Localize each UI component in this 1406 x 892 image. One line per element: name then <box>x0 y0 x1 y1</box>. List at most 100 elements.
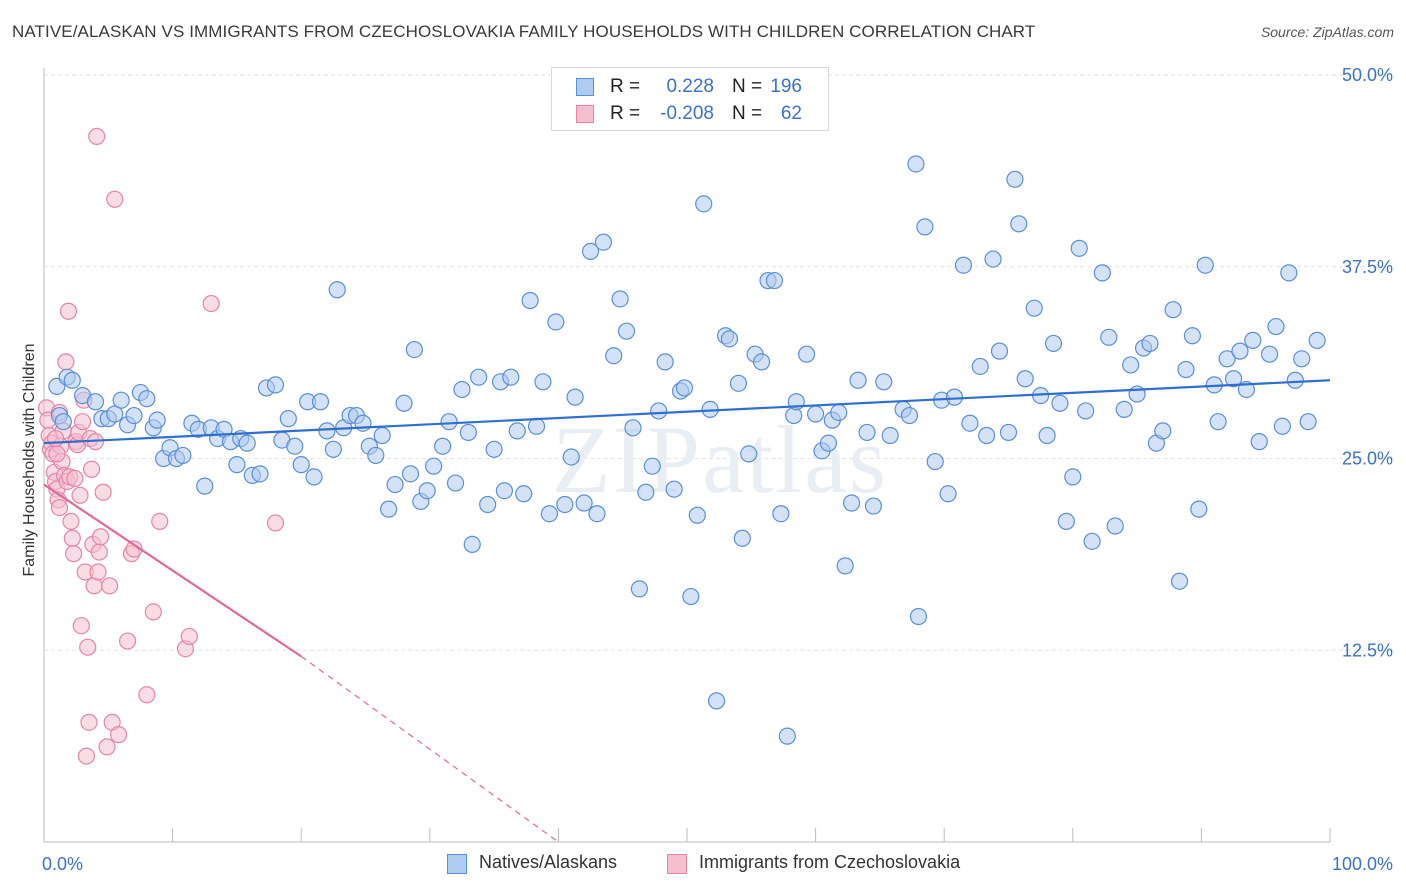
y-tick-label: 12.5% <box>1342 640 1393 660</box>
data-point-natives <box>875 373 893 391</box>
data-point-natives <box>425 457 443 475</box>
data-point-natives <box>54 413 72 431</box>
data-point-natives <box>1141 334 1159 353</box>
legend-r-label: R = <box>610 103 641 124</box>
data-point-natives <box>470 368 488 386</box>
data-point-natives <box>909 607 928 626</box>
data-point-natives <box>1209 413 1227 431</box>
data-point-natives <box>106 405 124 423</box>
data-point-immigrants <box>180 627 198 646</box>
data-point-natives <box>1044 334 1063 353</box>
legend-n-value: 62 <box>780 103 802 124</box>
data-point-natives <box>999 423 1018 442</box>
legend-label-natives: Natives/Alaskans <box>479 852 618 872</box>
data-point-natives <box>463 535 481 554</box>
legend-swatch-pink <box>667 854 687 874</box>
data-point-natives <box>1010 215 1028 233</box>
data-point-natives <box>752 353 771 371</box>
legend-swatch-pink <box>576 105 594 123</box>
data-point-natives <box>1016 370 1034 388</box>
data-point-natives <box>945 388 964 406</box>
legend-swatch-blue <box>576 78 594 96</box>
data-point-natives <box>318 422 336 440</box>
data-point-natives <box>386 475 404 494</box>
data-point-natives <box>707 692 726 710</box>
data-point-natives <box>1224 370 1243 388</box>
data-point-natives <box>961 414 979 432</box>
data-point-natives <box>521 291 539 310</box>
data-point-natives <box>1293 350 1311 368</box>
data-point-natives <box>459 423 477 442</box>
data-point-natives <box>1064 468 1082 486</box>
data-point-natives <box>125 406 143 425</box>
data-point-immigrants <box>90 543 108 561</box>
data-point-natives <box>682 587 700 606</box>
data-point-natives <box>508 422 526 440</box>
data-point-natives <box>1299 413 1317 431</box>
x-tick-label: 0.0% <box>42 854 83 874</box>
data-point-natives <box>939 485 957 503</box>
legend-row-natives: R = 0.228 N = 196 <box>552 74 828 100</box>
data-point-natives <box>858 423 876 442</box>
data-point-natives <box>630 580 649 598</box>
data-point-natives <box>527 417 546 435</box>
data-point-immigrants <box>151 512 169 530</box>
data-point-natives <box>819 434 838 452</box>
data-point-immigrants <box>73 413 92 431</box>
data-point-natives <box>765 271 784 290</box>
data-point-natives <box>311 393 330 411</box>
data-point-natives <box>1267 317 1285 336</box>
data-point-natives <box>1070 239 1088 257</box>
data-point-natives <box>228 456 246 474</box>
data-point-immigrants <box>64 545 83 563</box>
data-point-natives <box>772 505 790 523</box>
data-point-natives <box>324 440 342 458</box>
data-point-immigrants <box>48 445 66 463</box>
data-point-natives <box>1057 512 1075 530</box>
data-point-natives <box>1280 264 1298 282</box>
data-point-natives <box>907 155 925 173</box>
gridlines <box>44 74 1392 651</box>
data-point-natives <box>926 452 944 471</box>
data-point-natives <box>1025 299 1043 317</box>
data-point-natives <box>806 405 825 423</box>
correlation-legend: R = 0.228 N = 196 R = -0.208 N = 62 <box>551 67 829 131</box>
data-point-natives <box>916 218 934 236</box>
y-tick-label: 37.5% <box>1342 257 1393 277</box>
legend-n-value: 196 <box>770 76 802 97</box>
data-point-natives <box>292 456 310 474</box>
data-point-natives <box>373 426 391 445</box>
data-point-immigrants <box>79 638 97 656</box>
data-point-natives <box>778 727 796 745</box>
data-point-natives <box>405 340 423 359</box>
data-point-immigrants <box>82 460 101 478</box>
data-point-natives <box>984 250 1002 268</box>
legend-r-label: R = <box>610 76 641 97</box>
data-point-natives <box>556 495 574 514</box>
data-point-immigrants <box>118 632 137 650</box>
legend-swatch-blue <box>447 854 467 874</box>
data-point-natives <box>112 391 130 409</box>
data-point-immigrants <box>89 563 107 581</box>
data-point-natives <box>1038 426 1056 445</box>
data-point-natives <box>495 482 513 500</box>
data-point-immigrants <box>57 353 75 371</box>
data-point-natives <box>581 242 600 261</box>
data-point-immigrants <box>50 498 69 517</box>
data-point-natives <box>843 494 861 512</box>
data-point-natives <box>836 557 854 575</box>
data-point-immigrants <box>66 469 84 488</box>
data-point-natives <box>830 403 848 422</box>
data-point-natives <box>1100 328 1118 346</box>
data-point-natives <box>148 411 166 429</box>
x-tick-label: 100.0% <box>1332 854 1393 874</box>
data-point-natives <box>266 376 285 394</box>
data-point-natives <box>367 446 385 465</box>
data-point-natives <box>1122 356 1140 374</box>
data-point-natives <box>1083 532 1101 550</box>
data-point-natives <box>1244 331 1262 349</box>
data-point-natives <box>594 233 613 251</box>
data-point-natives <box>534 373 552 391</box>
data-point-natives <box>624 419 642 437</box>
